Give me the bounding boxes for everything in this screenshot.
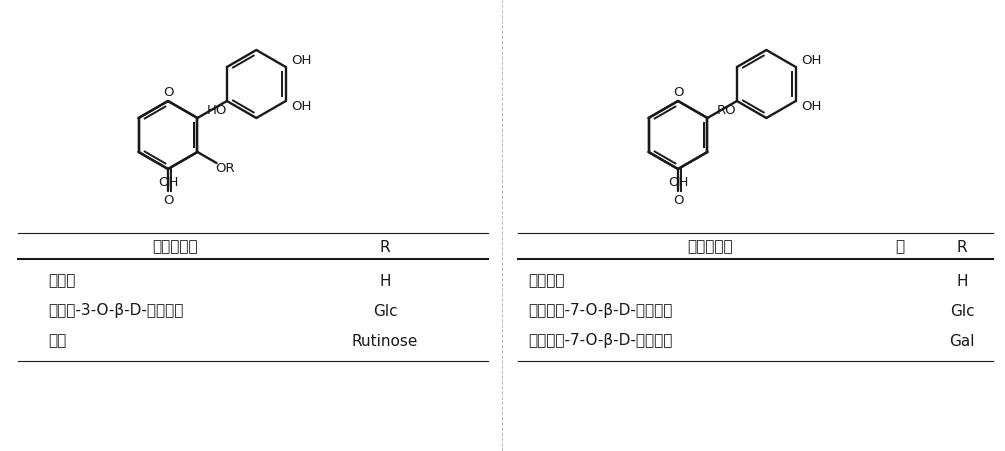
Text: 槲皮素: 槲皮素 — [48, 273, 75, 289]
Text: O: O — [672, 193, 683, 207]
Text: O: O — [163, 87, 173, 100]
Text: O: O — [163, 193, 173, 207]
Text: O: O — [672, 87, 683, 100]
Text: R: R — [957, 239, 967, 254]
Text: 木犀草素-7-O-β-D-半乳糖苷: 木犀草素-7-O-β-D-半乳糖苷 — [528, 333, 672, 349]
Text: OH: OH — [801, 101, 821, 114]
Text: OH: OH — [801, 55, 821, 68]
Text: H: H — [379, 273, 391, 289]
Text: OH: OH — [158, 176, 178, 189]
Text: 化合物名称: 化合物名称 — [152, 239, 198, 254]
Text: Rutinose: Rutinose — [352, 333, 418, 349]
Text: Glc: Glc — [373, 304, 397, 318]
Text: 槲皮素-3-O-β-D-葡萄糖苷: 槲皮素-3-O-β-D-葡萄糖苷 — [48, 304, 183, 318]
Text: Glc: Glc — [950, 304, 974, 318]
Text: R: R — [380, 239, 390, 254]
Text: 图: 图 — [895, 239, 904, 254]
Text: OH: OH — [291, 101, 312, 114]
Text: 芦丁: 芦丁 — [48, 333, 66, 349]
Text: OH: OH — [291, 55, 312, 68]
Text: H: H — [956, 273, 968, 289]
Text: OH: OH — [667, 176, 688, 189]
Text: RO: RO — [717, 105, 737, 118]
Text: 化合物名称: 化合物名称 — [687, 239, 733, 254]
Text: OR: OR — [215, 161, 235, 175]
Text: 木犀草素: 木犀草素 — [528, 273, 565, 289]
Text: HO: HO — [206, 105, 227, 118]
Text: Gal: Gal — [950, 333, 975, 349]
Text: 木犀草素-7-O-β-D-葡萄糖苷: 木犀草素-7-O-β-D-葡萄糖苷 — [528, 304, 672, 318]
